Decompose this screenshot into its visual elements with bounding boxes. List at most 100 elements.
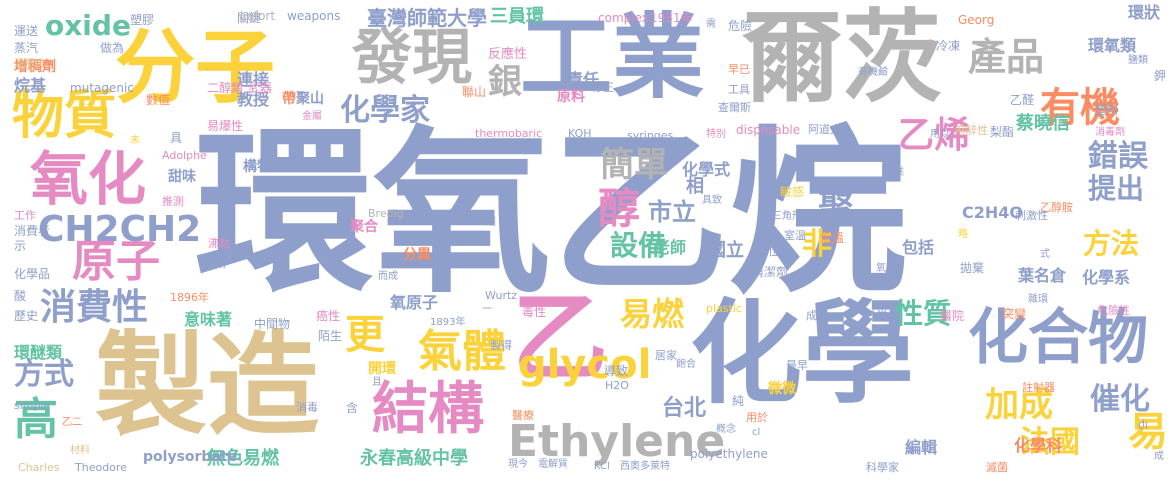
word: 修正 — [592, 81, 614, 94]
word: 金屬 — [302, 111, 322, 122]
word: 陌生 — [318, 329, 343, 343]
word: 略 — [958, 229, 968, 240]
word: 1859年 — [286, 227, 325, 240]
word: 數值 — [146, 93, 171, 107]
word: Theodore — [75, 461, 127, 474]
word: 純 — [732, 394, 745, 408]
word: 麻醉性 — [955, 124, 988, 137]
word: 鹽類 — [1128, 55, 1148, 66]
word: 雜環 — [1028, 294, 1048, 305]
word: 環氧乙烷 — [195, 110, 907, 317]
word: 示 — [14, 239, 27, 253]
word: CH2CH2 — [38, 209, 202, 250]
word: 未 — [130, 135, 140, 146]
word: 有機 — [1040, 85, 1120, 131]
word: 永春高級中學 — [360, 448, 468, 469]
word: 編輯 — [905, 438, 938, 457]
word: 易 — [1128, 409, 1168, 455]
word: 化學系 — [1082, 268, 1131, 287]
word: 市立 — [648, 198, 696, 226]
word: mutagenic — [70, 81, 134, 95]
word: 運送 — [14, 24, 39, 38]
word: 消毒劑 — [1095, 127, 1125, 138]
word: 化學 — [690, 289, 914, 419]
word: 滅菌 — [986, 461, 1008, 474]
word: 三角形 — [772, 211, 802, 222]
word: 地位 — [756, 244, 781, 258]
word: 發現 — [352, 23, 472, 93]
word: 環氧類 — [1088, 36, 1137, 55]
word: plastic — [706, 302, 742, 315]
word: 乙烯 — [898, 115, 971, 156]
word: 反應性 — [488, 47, 528, 62]
word: 一 — [482, 304, 492, 315]
word: 包括 — [902, 238, 935, 257]
word: 聯山 — [462, 85, 487, 99]
word: 1896年 — [170, 291, 209, 304]
word: 相 — [686, 176, 704, 197]
word: 老師 — [654, 238, 687, 257]
word: 性質 — [895, 297, 952, 330]
word: 電解質 — [538, 459, 568, 470]
word: 葉名倉 — [1018, 266, 1067, 285]
word: 消費者 — [14, 224, 51, 238]
word: complex — [598, 11, 649, 25]
word: 最早 — [786, 359, 808, 372]
word: 1931年 — [650, 11, 693, 25]
word: Adolphe — [162, 149, 207, 162]
word: 分子 — [115, 21, 275, 114]
word: 產品 — [968, 35, 1045, 79]
word: 敏感 — [780, 185, 805, 199]
word: 法國 — [1020, 425, 1080, 460]
word: weapons — [287, 9, 341, 23]
word: 蒸汽 — [14, 41, 39, 55]
word: 製造 — [95, 321, 319, 451]
word: Charles — [18, 461, 60, 474]
word: cl — [752, 427, 761, 438]
word: 物質 — [12, 86, 117, 146]
word: 乙醇胺 — [1040, 201, 1073, 214]
word: oxide — [45, 9, 131, 42]
word: 更 — [345, 312, 385, 358]
word: 冷凍 — [936, 39, 961, 53]
word: 科學家 — [866, 461, 899, 474]
word: 連接 — [237, 70, 270, 89]
word: 消費性 — [40, 287, 149, 328]
word: 危險性 — [1097, 304, 1130, 317]
word: 甜味 — [168, 169, 196, 185]
word: KOH — [568, 127, 592, 140]
word: 而成 — [378, 271, 398, 282]
word: Georg — [958, 13, 995, 27]
word: 含 — [346, 401, 359, 415]
word: 催化 — [1090, 382, 1150, 417]
word: 環醚類 — [14, 343, 63, 362]
word: 教授 — [237, 90, 270, 109]
word: 1893年 — [430, 317, 466, 328]
word: simple — [14, 399, 51, 412]
word: 飽合 — [676, 359, 696, 370]
word: Lefort — [240, 9, 276, 23]
word: 開環 — [368, 361, 396, 377]
word: KCl — [594, 461, 610, 472]
word: 結構 — [372, 377, 484, 442]
word: 沸點 — [208, 237, 230, 250]
word: 化合物 — [968, 303, 1148, 373]
word: 非 — [802, 227, 832, 262]
word: 設備 — [610, 229, 667, 262]
word: 原料 — [557, 89, 585, 105]
word: 性 — [200, 135, 211, 148]
word: 方式 — [14, 357, 74, 392]
word: 梨酯 — [990, 125, 1015, 139]
word: 加成 — [985, 385, 1053, 425]
word: 易爆性 — [207, 119, 244, 133]
word: 乙 — [512, 282, 608, 394]
word: polyethylene — [690, 447, 768, 461]
word: Bredig — [368, 207, 404, 220]
word: 醇 — [598, 184, 641, 233]
word: Wurtz — [485, 289, 518, 302]
word: 概念 — [716, 424, 736, 435]
word: 日常 — [864, 309, 889, 323]
word: 消毒 — [296, 401, 318, 414]
word: 塑料 — [1095, 103, 1120, 117]
word: 台北 — [662, 396, 707, 421]
